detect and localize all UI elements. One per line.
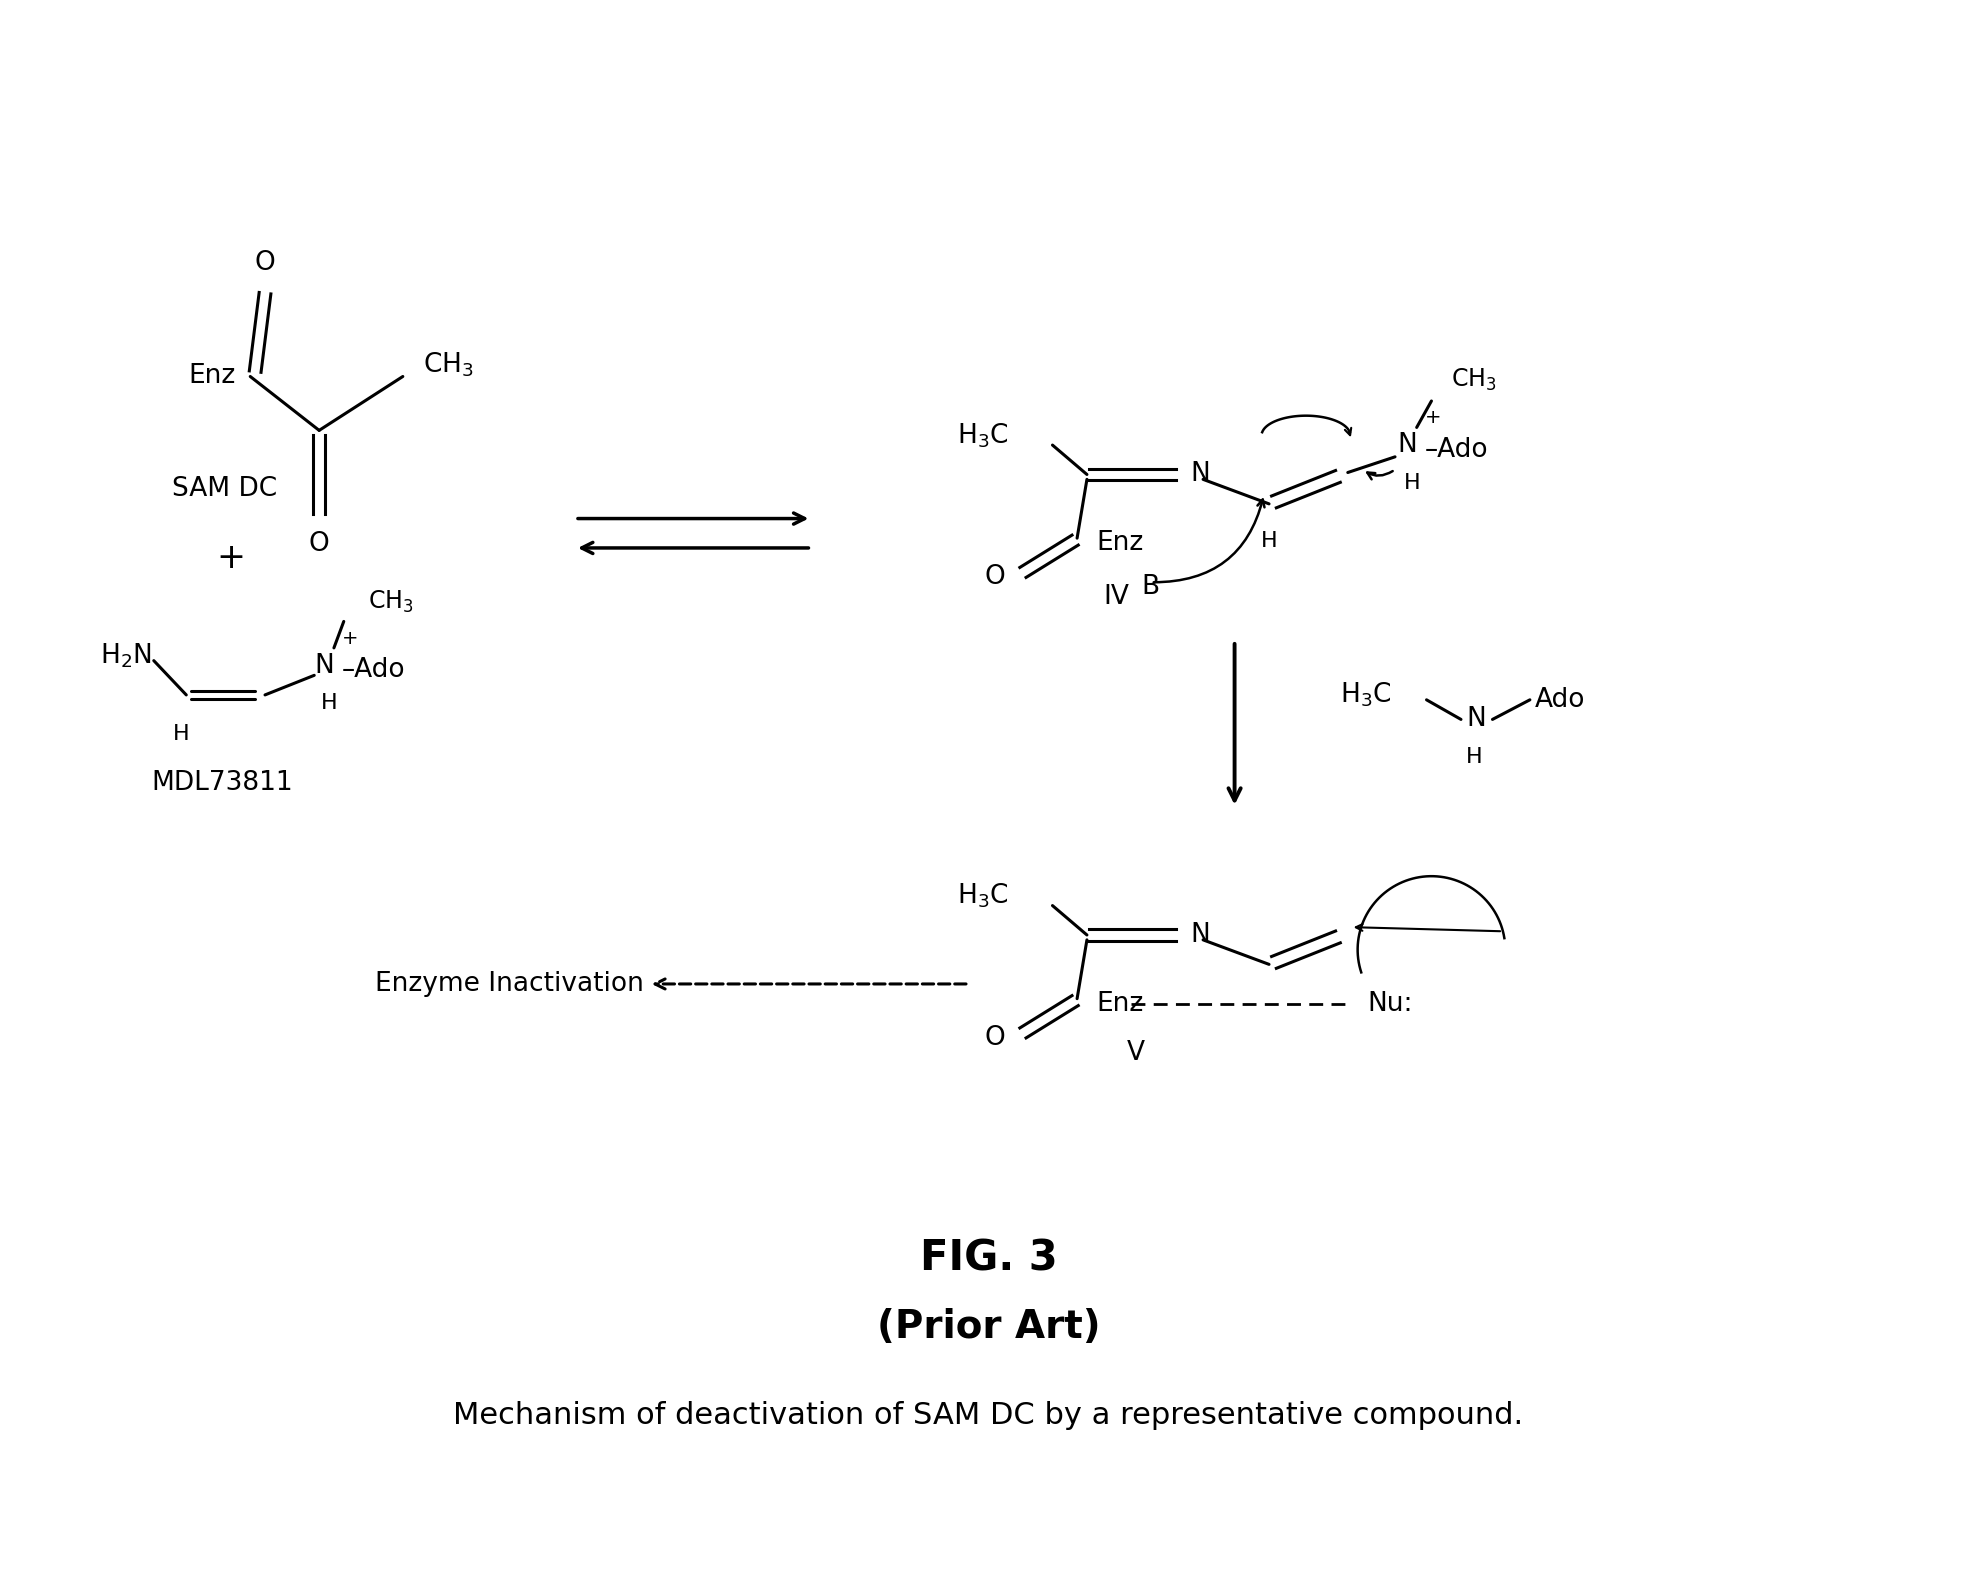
Text: $\mathregular{CH_3}$: $\mathregular{CH_3}$	[368, 589, 413, 615]
Text: H: H	[1465, 747, 1483, 768]
Text: FIG. 3: FIG. 3	[919, 1237, 1058, 1280]
Text: IV: IV	[1103, 585, 1129, 610]
Text: Mechanism of deactivation of SAM DC by a representative compound.: Mechanism of deactivation of SAM DC by a…	[453, 1401, 1524, 1429]
Text: N: N	[1398, 432, 1418, 459]
Text: N: N	[1190, 462, 1210, 487]
Text: +: +	[215, 541, 245, 575]
Text: $\mathregular{CH_3}$: $\mathregular{CH_3}$	[1451, 366, 1497, 392]
Text: Enz: Enz	[1097, 991, 1145, 1017]
Text: Nu:: Nu:	[1368, 991, 1414, 1017]
Text: $\mathregular{H_3C}$: $\mathregular{H_3C}$	[957, 881, 1008, 909]
Text: N: N	[1465, 706, 1485, 733]
Text: (Prior Art): (Prior Art)	[876, 1308, 1101, 1346]
Text: O: O	[985, 1024, 1004, 1051]
Text: H: H	[320, 693, 338, 712]
Text: O: O	[308, 531, 330, 558]
Text: H: H	[1261, 531, 1277, 552]
Text: H: H	[174, 725, 190, 744]
Text: $\mathregular{H_3C}$: $\mathregular{H_3C}$	[957, 421, 1008, 449]
Text: Ado: Ado	[1534, 687, 1586, 712]
Text: $\mathregular{CH_3}$: $\mathregular{CH_3}$	[423, 350, 473, 378]
Text: O: O	[255, 249, 275, 276]
Text: V: V	[1127, 1040, 1145, 1065]
Text: O: O	[985, 564, 1004, 591]
Text: MDL73811: MDL73811	[152, 771, 293, 796]
Text: $\mathregular{H_2N}$: $\mathregular{H_2N}$	[101, 641, 152, 670]
Text: H: H	[1404, 473, 1419, 493]
Text: –Ado: –Ado	[1425, 437, 1489, 463]
Text: Enz: Enz	[188, 364, 235, 389]
Text: Enzyme Inactivation: Enzyme Inactivation	[376, 971, 645, 998]
Text: $\mathregular{H_3C}$: $\mathregular{H_3C}$	[1340, 681, 1392, 709]
Text: N: N	[1190, 922, 1210, 949]
Text: –Ado: –Ado	[342, 657, 405, 684]
Text: SAM DC: SAM DC	[172, 476, 277, 503]
Text: B: B	[1141, 574, 1159, 600]
Text: Enz: Enz	[1097, 530, 1145, 556]
Text: +: +	[342, 629, 358, 648]
Text: N: N	[314, 652, 334, 679]
Text: +: +	[1425, 408, 1441, 427]
